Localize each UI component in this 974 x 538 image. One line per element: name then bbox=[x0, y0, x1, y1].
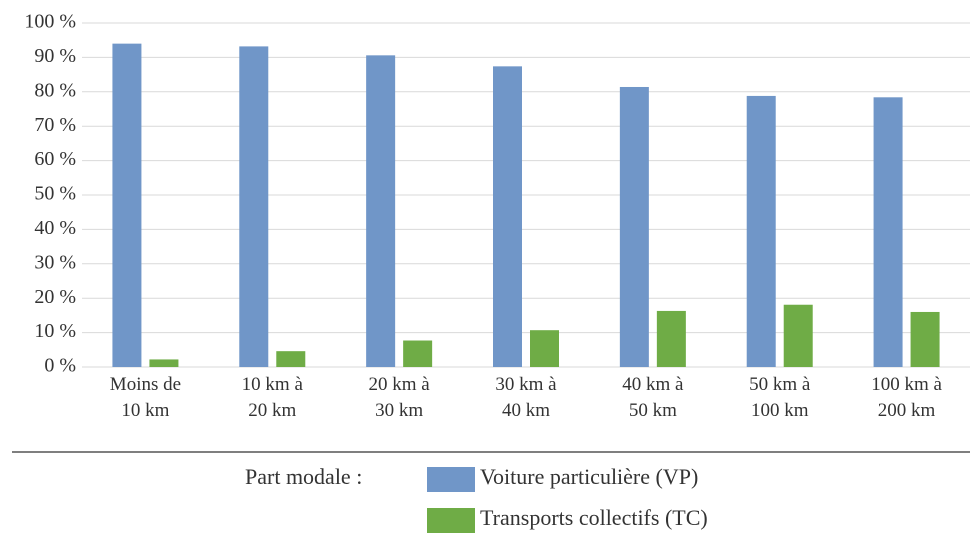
y-tick-label: 30 % bbox=[34, 251, 76, 273]
y-tick-label: 80 % bbox=[34, 79, 76, 101]
y-tick-label: 50 % bbox=[34, 183, 76, 205]
bar bbox=[112, 43, 142, 367]
y-tick-label: 70 % bbox=[34, 114, 76, 136]
x-tick-label: 10 km à 20 km bbox=[241, 374, 303, 421]
bar bbox=[366, 55, 396, 367]
bar bbox=[910, 311, 940, 367]
bar bbox=[276, 351, 306, 367]
y-tick-label: 0 % bbox=[44, 355, 76, 377]
y-tick-label: 90 % bbox=[34, 45, 76, 67]
legend-label: Transports collectifs (TC) bbox=[480, 505, 708, 530]
bar bbox=[619, 86, 649, 367]
legend-swatch bbox=[427, 467, 475, 492]
x-tick-label: 50 km à 100 km bbox=[749, 374, 811, 421]
x-tick-label: 40 km à 50 km bbox=[622, 374, 684, 421]
bar bbox=[239, 46, 269, 367]
x-tick-label: 100 km à 200 km bbox=[871, 374, 942, 421]
y-tick-label: 100 % bbox=[24, 11, 76, 33]
y-tick-label: 20 % bbox=[34, 286, 76, 308]
bar bbox=[530, 330, 559, 367]
legend-title: Part modale : bbox=[245, 464, 363, 489]
bar bbox=[149, 359, 179, 367]
bar bbox=[783, 304, 813, 367]
legend-swatch bbox=[427, 508, 475, 533]
y-tick-label: 60 % bbox=[34, 148, 76, 170]
bar bbox=[873, 97, 903, 367]
bar bbox=[403, 340, 433, 367]
bar bbox=[746, 95, 776, 367]
bar bbox=[493, 66, 522, 368]
legend-label: Voiture particulière (VP) bbox=[480, 464, 699, 489]
bar bbox=[656, 310, 686, 367]
x-tick-label: 30 km à 40 km bbox=[495, 374, 557, 421]
y-tick-label: 40 % bbox=[34, 217, 76, 239]
y-tick-label: 10 % bbox=[34, 320, 76, 342]
x-tick-label: Moins de 10 km bbox=[109, 374, 182, 421]
x-tick-label: 20 km à 30 km bbox=[368, 374, 430, 421]
